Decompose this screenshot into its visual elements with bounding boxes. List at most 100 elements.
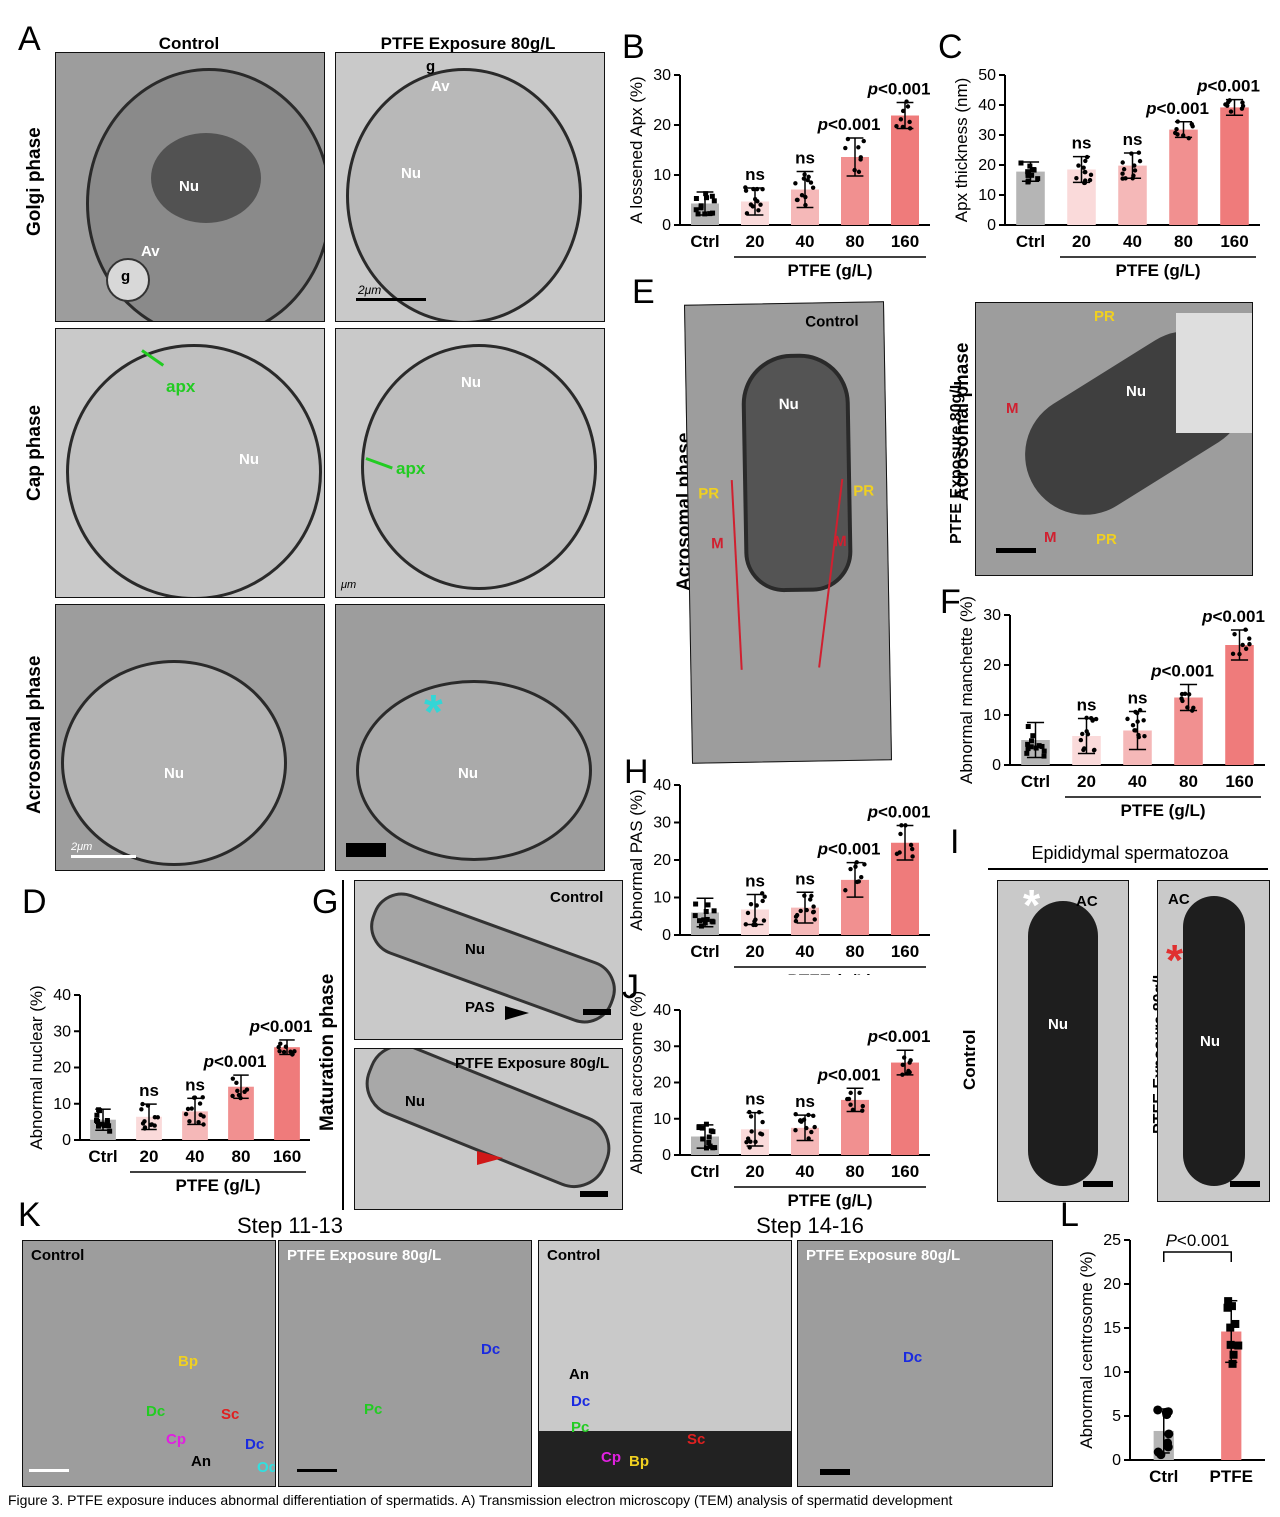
label-g: g xyxy=(426,58,436,75)
x-tick-label: Ctrl xyxy=(1016,232,1045,251)
y-tick-label: 0 xyxy=(987,217,996,234)
data-point xyxy=(862,862,867,867)
data-point xyxy=(1234,1341,1243,1350)
label-nu: Nu xyxy=(179,178,199,195)
k-title: PTFE Exposure 80g/L xyxy=(806,1247,961,1264)
data-point xyxy=(697,918,703,924)
data-point xyxy=(236,1092,242,1098)
data-point xyxy=(1247,641,1252,647)
data-point xyxy=(1135,719,1140,724)
data-point xyxy=(848,1090,853,1096)
data-point xyxy=(802,172,807,177)
data-point xyxy=(693,901,699,907)
data-point xyxy=(1025,746,1031,752)
x-tick-label: 80 xyxy=(846,1162,865,1181)
data-point xyxy=(753,922,758,928)
panel-a-col-control: Control xyxy=(158,34,220,53)
data-point xyxy=(106,1123,112,1129)
data-point xyxy=(1088,172,1094,178)
significance-label: p<0.001 xyxy=(203,1052,267,1071)
x-tick-label: 20 xyxy=(140,1147,159,1166)
label-pc: Pc xyxy=(571,1419,590,1436)
data-point xyxy=(811,904,816,909)
data-point xyxy=(793,1128,798,1133)
data-point xyxy=(1085,731,1091,737)
asterisk-mark: * xyxy=(424,686,443,739)
data-point xyxy=(1189,121,1194,127)
panel-letter-j: J xyxy=(622,968,639,1006)
x-tick-label: 40 xyxy=(796,942,815,961)
panel-e-ptfe-label: PTFE Exposure 80g/L xyxy=(948,379,965,544)
em-k-step1-control: Control Bp Sc Dc Dc Cp An Od xyxy=(22,1240,276,1487)
data-point xyxy=(104,1119,110,1125)
bar xyxy=(891,1062,919,1155)
data-point xyxy=(700,1136,706,1142)
data-point xyxy=(1029,172,1035,178)
data-point xyxy=(703,1145,709,1151)
data-point xyxy=(1080,731,1085,737)
data-point xyxy=(743,922,749,927)
data-point xyxy=(760,187,765,192)
panel-letter-a: A xyxy=(18,20,41,58)
data-point xyxy=(288,1049,293,1054)
label-nu: Nu xyxy=(461,374,481,391)
data-point xyxy=(856,145,861,150)
y-tick-label: 30 xyxy=(653,815,671,832)
significance-label: p<0.001 xyxy=(249,1017,313,1036)
data-point xyxy=(806,174,811,180)
data-point xyxy=(748,901,754,907)
data-point xyxy=(754,186,760,192)
data-point xyxy=(695,211,701,217)
data-point xyxy=(798,1118,803,1123)
data-point xyxy=(760,898,765,904)
y-tick-label: 0 xyxy=(662,1147,671,1164)
panel-letter-c: C xyxy=(938,28,963,66)
data-point xyxy=(1033,745,1039,751)
data-point xyxy=(793,914,799,919)
chart-b: 0 10 20 30 A lossened Apx (%) Ctrl 20 ns 40 ns 80 p… xyxy=(627,67,930,280)
data-point xyxy=(703,191,709,197)
data-point xyxy=(198,1112,203,1118)
data-point xyxy=(94,1117,100,1123)
data-point xyxy=(142,1119,147,1124)
data-point xyxy=(1243,646,1249,651)
data-point xyxy=(187,1119,192,1124)
y-axis-label: Abnormal nuclear (%) xyxy=(27,985,46,1149)
data-point xyxy=(1226,1323,1235,1332)
data-point xyxy=(907,1070,912,1075)
label-pc: Pc xyxy=(364,1401,383,1418)
label-cp: Cp xyxy=(601,1449,621,1466)
data-point xyxy=(793,918,799,924)
data-point xyxy=(244,1087,250,1092)
data-point xyxy=(1074,175,1079,181)
data-point xyxy=(1025,169,1031,175)
significance-label: ns xyxy=(1077,696,1097,715)
em-i-control: AC Nu * xyxy=(997,880,1129,1202)
data-point xyxy=(191,1095,197,1100)
panel-i-control-label: Control xyxy=(960,1029,979,1090)
em-e-control: Control Nu PR PR M M xyxy=(684,301,892,764)
data-point xyxy=(230,1093,235,1099)
data-point xyxy=(910,854,915,859)
data-point xyxy=(1230,651,1236,657)
data-point xyxy=(810,185,816,190)
chart-l: 0 5 10 15 20 25 Abnormal centrosome (%) Ctrl PTF… xyxy=(1077,1231,1265,1486)
significance-label: p<0.001 xyxy=(1201,607,1265,626)
y-tick-label: 10 xyxy=(53,1096,71,1113)
x-tick-label: Ctrl xyxy=(1021,772,1050,791)
data-point xyxy=(753,197,758,202)
data-point xyxy=(1156,1450,1166,1460)
y-tick-label: 20 xyxy=(653,117,671,134)
panel-letter-i: I xyxy=(950,823,960,861)
y-tick-label: 30 xyxy=(53,1023,71,1040)
y-tick-label: 40 xyxy=(978,97,996,114)
y-tick-label: 50 xyxy=(978,67,996,84)
data-point xyxy=(858,157,863,162)
data-point xyxy=(1027,163,1033,169)
data-point xyxy=(900,1062,905,1068)
panel-letter-g: G xyxy=(312,883,339,921)
data-point xyxy=(1092,747,1097,753)
data-point xyxy=(894,851,900,857)
panel-a-row-cap: Cap phase xyxy=(24,404,45,501)
data-point xyxy=(1226,1340,1235,1349)
